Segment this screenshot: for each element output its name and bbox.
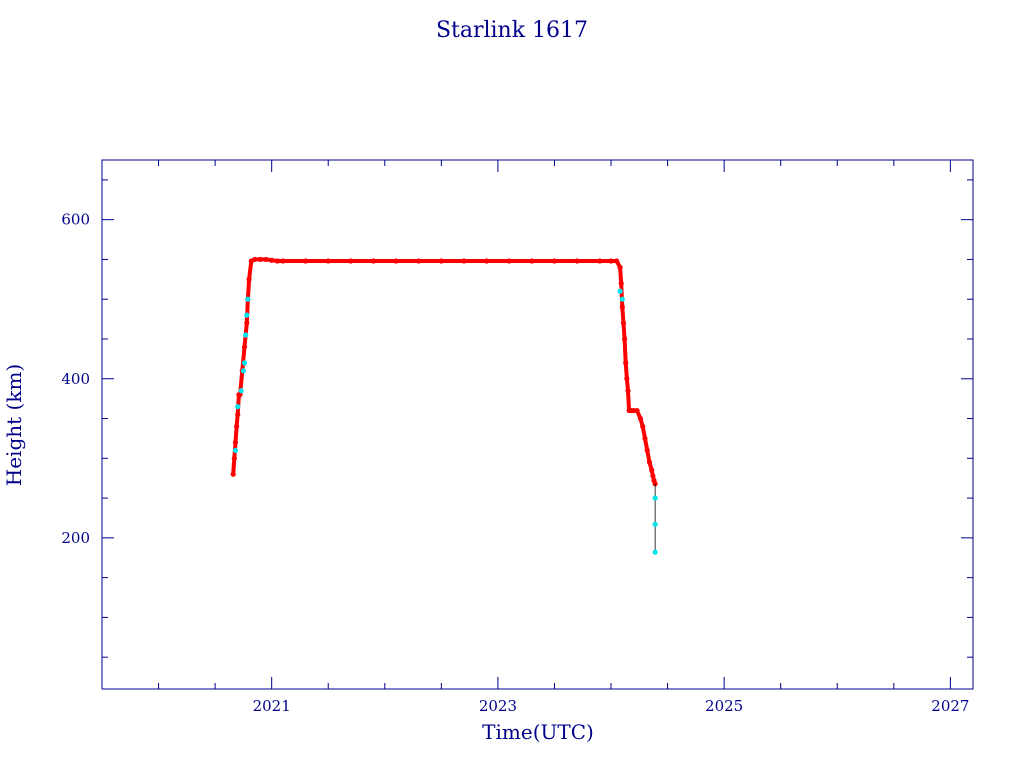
alt-series-point	[235, 404, 241, 410]
main-series-point	[529, 258, 535, 264]
alt-series-point	[617, 288, 623, 294]
chart-title: Starlink 1617	[436, 18, 588, 43]
y-tick-label: 400	[61, 370, 90, 388]
main-series-point	[244, 320, 250, 326]
main-series-point	[269, 257, 275, 263]
alt-series-point	[243, 332, 249, 338]
series-line	[232, 258, 656, 484]
main-series-point	[619, 304, 625, 310]
main-series-point	[597, 258, 603, 264]
main-series-point	[325, 258, 331, 264]
alt-series-point	[238, 388, 244, 394]
x-axis-ticks: 2021 2023 2025 2027	[253, 160, 969, 715]
main-series-point	[640, 423, 646, 430]
main-series-point	[625, 388, 631, 394]
main-series-point	[280, 258, 286, 264]
alt-series-point	[652, 549, 658, 555]
main-series-point	[232, 439, 239, 445]
alt-series-point	[245, 296, 251, 302]
plot-frame	[101, 159, 974, 690]
main-series-point	[642, 435, 648, 442]
main-series-point	[234, 423, 240, 430]
main-series-point	[461, 258, 467, 264]
main-series-point	[252, 256, 258, 263]
main-series-point	[506, 258, 512, 264]
main-series-point	[231, 455, 237, 461]
main-series-point	[650, 473, 656, 479]
y-tick-label: 600	[61, 211, 90, 229]
main-series-point	[634, 407, 640, 414]
main-series-point	[257, 256, 263, 263]
x-tick-label: 2023	[479, 697, 517, 715]
main-series-point	[624, 376, 630, 382]
main-series-point	[618, 280, 624, 286]
main-series-point	[574, 258, 580, 264]
main-series-point	[241, 344, 248, 350]
alt-series-point	[244, 312, 250, 318]
main-series-track	[231, 257, 657, 485]
data-series	[230, 256, 658, 555]
alt-series-point	[232, 447, 239, 453]
main-series-point	[263, 256, 269, 263]
alt-series-point	[240, 368, 246, 374]
main-series-point	[623, 360, 629, 366]
main-series-point	[637, 415, 644, 422]
y-axis-label: Height (km)	[2, 364, 26, 486]
main-series-point	[614, 258, 620, 264]
alt-series-point	[241, 360, 248, 366]
main-series-point	[644, 447, 650, 453]
main-series-point	[246, 276, 252, 282]
alt-series-point	[652, 495, 658, 501]
main-series-point	[620, 320, 627, 326]
main-series-point	[348, 258, 354, 264]
main-series-point	[622, 336, 628, 342]
alt-series-point	[652, 521, 658, 527]
main-series-point	[438, 258, 444, 264]
main-series-point	[649, 467, 655, 473]
main-series-point	[303, 258, 309, 264]
main-series-point	[230, 471, 236, 477]
main-series-point	[551, 258, 558, 264]
x-tick-label: 2025	[705, 697, 743, 715]
main-series-point	[617, 264, 623, 270]
main-series-point	[237, 392, 243, 398]
main-series-point	[608, 258, 614, 264]
main-series-point	[393, 258, 399, 264]
main-series-point	[274, 258, 280, 264]
x-tick-label: 2027	[931, 697, 969, 715]
x-axis-label: Time(UTC)	[482, 720, 594, 744]
minor-ticks	[102, 160, 973, 689]
main-series-point	[370, 258, 377, 264]
x-tick-label: 2021	[253, 697, 291, 715]
main-series-point	[646, 459, 653, 465]
main-series-point	[416, 258, 422, 264]
alt-series-point	[619, 296, 625, 302]
y-tick-label: 200	[61, 529, 90, 547]
y-axis-ticks: 200 400 600	[61, 211, 973, 547]
main-series-point	[235, 411, 241, 418]
main-series-point	[483, 258, 490, 264]
